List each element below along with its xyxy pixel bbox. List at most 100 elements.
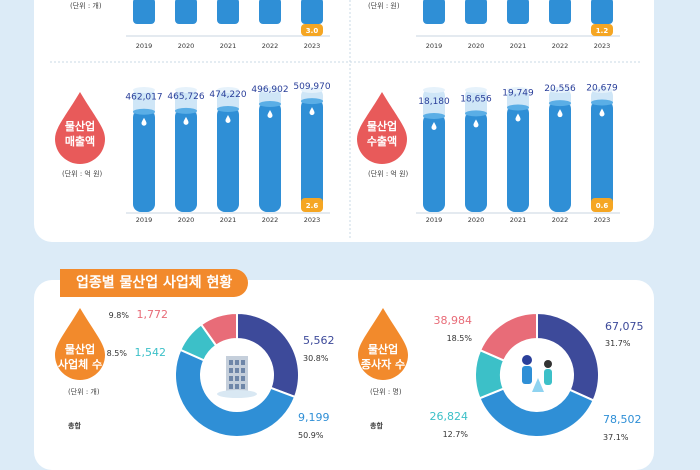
drop-icon xyxy=(431,121,437,130)
chart-title: 사업체 수 xyxy=(58,357,102,371)
tube-rim xyxy=(549,87,571,93)
partial-bar xyxy=(259,0,281,24)
chart-title: 물산업 xyxy=(368,342,398,356)
bar-cap xyxy=(217,105,239,112)
tube-rim xyxy=(591,87,613,93)
title-drop xyxy=(358,308,408,380)
slice-value-label: 9,199 xyxy=(298,411,330,424)
building-window xyxy=(229,368,233,373)
slice-pct-label: 50.9% xyxy=(298,431,324,440)
year-label: 2022 xyxy=(262,42,279,50)
partial-bar xyxy=(507,0,529,24)
building-window xyxy=(235,384,239,389)
year-label: 2019 xyxy=(426,216,443,224)
growth-badge-label: 2.6 xyxy=(306,202,319,210)
flask-icon xyxy=(532,378,544,392)
bar xyxy=(259,101,281,212)
drop-icon xyxy=(557,109,563,118)
tube-rim xyxy=(465,87,487,93)
building-window xyxy=(229,376,233,381)
year-label: 2022 xyxy=(262,216,279,224)
slice-pct-label: 30.8% xyxy=(303,354,329,363)
year-label: 2023 xyxy=(304,42,321,50)
tube-rim xyxy=(133,87,155,93)
data-label: 20,556 xyxy=(544,84,576,94)
bar xyxy=(507,105,529,212)
title-drop xyxy=(356,92,408,165)
building-window xyxy=(229,360,233,365)
year-label: 2022 xyxy=(552,216,569,224)
data-label: 19,749 xyxy=(502,89,534,99)
drop-icon xyxy=(267,109,273,118)
total-label: 총합 xyxy=(68,421,81,430)
data-label: 509,970 xyxy=(293,82,330,92)
partial-bar xyxy=(133,0,155,24)
slice-pct-label: 8.5% xyxy=(107,349,128,358)
bar-cap xyxy=(423,112,445,119)
year-label: 2021 xyxy=(510,216,527,224)
growth-badge-label: 0.6 xyxy=(596,202,609,210)
year-label: 2020 xyxy=(468,42,485,50)
building-window xyxy=(241,376,245,381)
partial-bar xyxy=(175,0,197,24)
donut-slice xyxy=(199,311,238,348)
year-label: 2019 xyxy=(426,42,443,50)
unit-label: (단위 : 개) xyxy=(70,1,102,10)
chart-title: 물산업 xyxy=(65,119,95,133)
chart-title: 물산업 xyxy=(367,119,397,133)
donut-slice xyxy=(478,311,538,362)
slice-pct-label: 12.7% xyxy=(443,430,469,439)
partial-bar xyxy=(591,0,613,24)
bar xyxy=(465,111,487,212)
building-window xyxy=(235,368,239,373)
year-label: 2023 xyxy=(594,42,611,50)
data-label: 18,656 xyxy=(460,94,492,104)
slice-pct-label: 31.7% xyxy=(605,339,631,348)
bar xyxy=(591,100,613,212)
drop-icon xyxy=(309,107,315,116)
tube-rim xyxy=(175,87,197,93)
building-shadow xyxy=(217,390,257,398)
year-label: 2019 xyxy=(136,42,153,50)
drop-icon xyxy=(183,116,189,125)
slice-value-label: 38,984 xyxy=(434,314,473,327)
chart-title: 종사자 수 xyxy=(361,357,405,371)
year-label: 2020 xyxy=(178,216,195,224)
bar-cap xyxy=(549,100,571,107)
slice-pct-label: 37.1% xyxy=(603,433,629,440)
unit-label: (단위 : 명) xyxy=(370,387,402,396)
bar xyxy=(175,108,197,212)
donut-center xyxy=(503,341,571,409)
bar-cap xyxy=(133,108,155,115)
tube-rim xyxy=(507,87,529,93)
year-label: 2021 xyxy=(220,216,237,224)
drop-icon xyxy=(141,117,147,126)
partial-bar xyxy=(549,0,571,24)
chart-title: 물산업 xyxy=(65,342,95,356)
building-window xyxy=(241,368,245,373)
total-label: 총합 xyxy=(370,421,383,430)
partial-bar xyxy=(423,0,445,24)
year-label: 2021 xyxy=(510,42,527,50)
data-label: 474,220 xyxy=(209,90,246,100)
growth-badge-label: 1.2 xyxy=(596,27,609,35)
worker-body xyxy=(522,366,532,384)
worker-icon xyxy=(544,360,552,368)
slice-pct-label: 9.8% xyxy=(109,311,130,320)
drop-icon xyxy=(473,119,479,128)
tube-rim xyxy=(259,87,281,93)
tube-rim xyxy=(217,87,239,93)
slice-pct-label: 18.5% xyxy=(447,334,473,343)
year-label: 2023 xyxy=(594,216,611,224)
bar-cap xyxy=(465,110,487,117)
data-label: 465,726 xyxy=(167,92,204,102)
bar-cap xyxy=(175,107,197,114)
partial-bar xyxy=(465,0,487,24)
growth-badge xyxy=(591,198,613,212)
year-label: 2023 xyxy=(304,216,321,224)
drop-icon xyxy=(515,113,521,122)
bar xyxy=(423,113,445,212)
year-label: 2020 xyxy=(468,216,485,224)
tube-rim xyxy=(423,87,445,93)
partial-bar xyxy=(301,0,323,24)
